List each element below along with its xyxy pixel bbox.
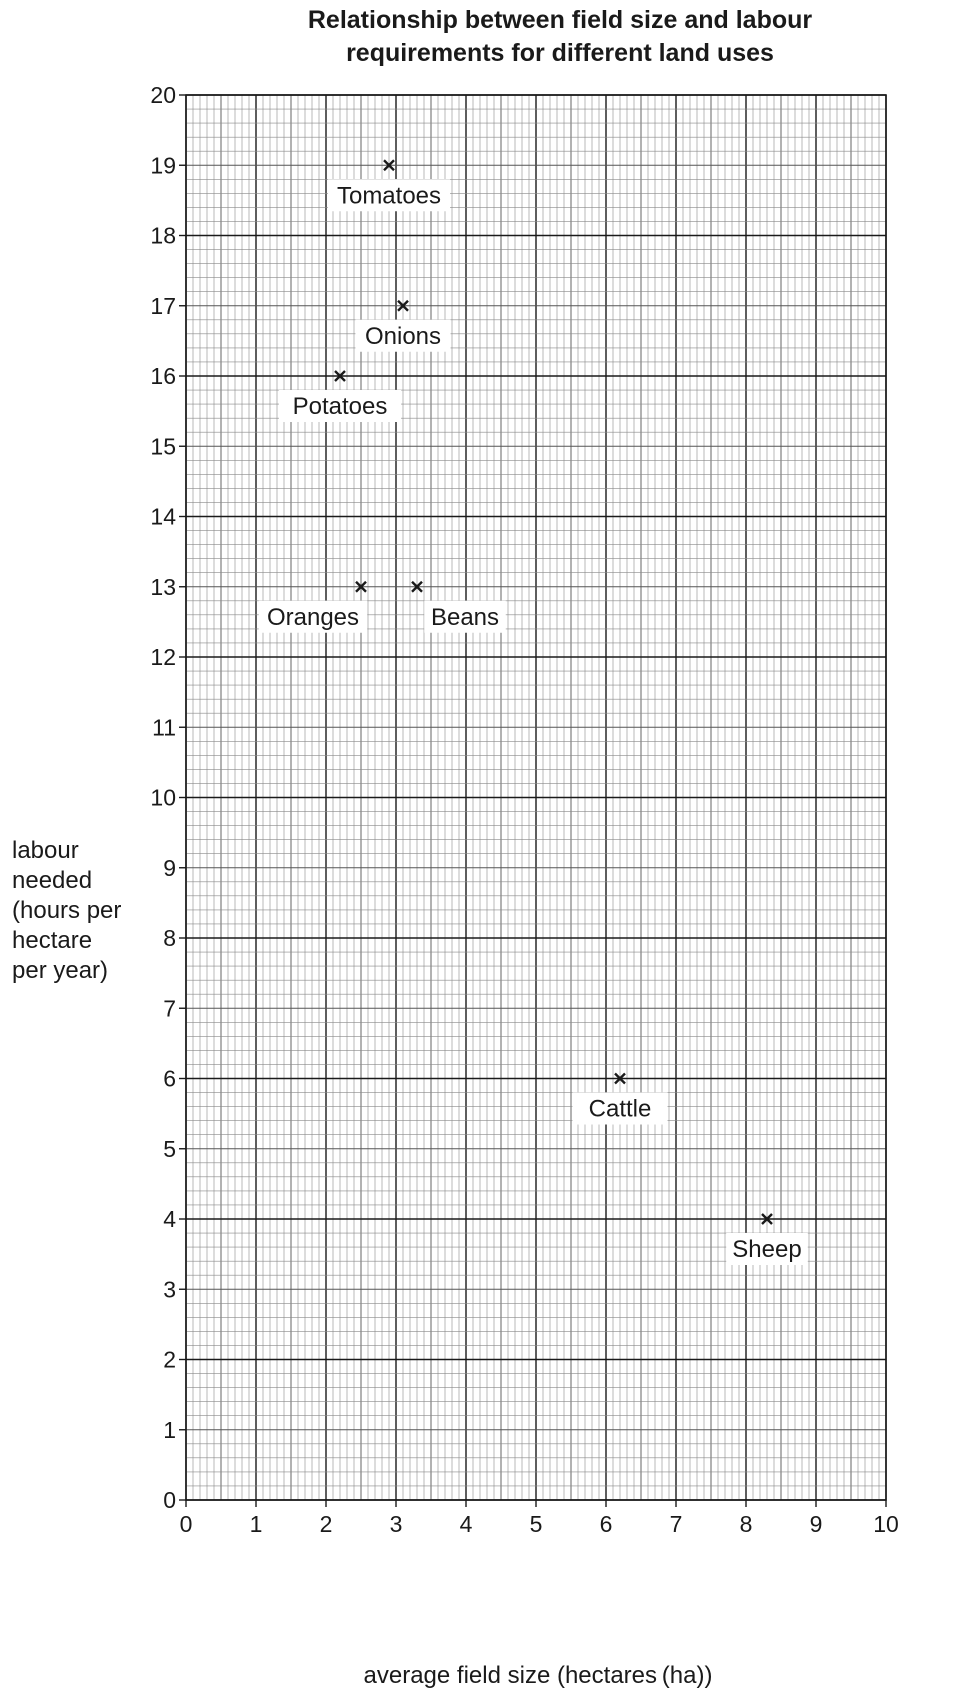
y-tick-label: 10 (150, 785, 176, 811)
data-point-tomatoes: Tomatoes (328, 159, 450, 212)
y-tick-label: 12 (150, 644, 176, 670)
x-marker (397, 299, 409, 312)
x-tick-label: 7 (670, 1511, 683, 1537)
y-tick-label: 18 (150, 223, 176, 249)
data-point-onions: Onions (355, 299, 451, 352)
y-tick-label: 1 (163, 1417, 176, 1443)
data-point-oranges: Oranges (258, 580, 368, 633)
x-marker (334, 370, 346, 382)
data-point-sheep: Sheep (726, 1213, 808, 1265)
y-axis-label-line-4: hectare (12, 927, 93, 954)
point-label-background (258, 600, 368, 633)
point-label: Oranges (267, 604, 359, 631)
y-tick-label: 0 (163, 1487, 176, 1513)
data-point-cattle: Cattle (572, 1072, 668, 1125)
chart-title-line-2: requirements for different land uses (346, 39, 774, 67)
y-tick-label: 3 (163, 1276, 176, 1302)
y-axis-label-line-3: (hours per (12, 897, 122, 924)
y-tick-label: 8 (163, 925, 176, 951)
x-tick-label: 0 (180, 1511, 193, 1537)
point-label: Cattle (589, 1096, 652, 1123)
x-tick-label: 2 (320, 1511, 333, 1537)
y-tick-label: 9 (163, 855, 176, 881)
y-tick-label: 5 (163, 1136, 176, 1162)
x-tick-label: 6 (600, 1511, 613, 1537)
data-point-beans: Beans (411, 580, 506, 633)
y-tick-label: 20 (150, 82, 176, 108)
x-marker (411, 580, 423, 593)
y-tick-label: 15 (150, 433, 176, 459)
point-label: Potatoes (293, 393, 388, 420)
grid-lines (185, 94, 887, 1501)
x-marker (355, 580, 367, 593)
point-label: Onions (365, 323, 441, 350)
x-tick-label: 9 (810, 1511, 823, 1537)
x-tick-label: 4 (460, 1511, 473, 1537)
y-tick-label: 4 (163, 1206, 176, 1232)
point-label-background (279, 390, 401, 422)
point-label-background (355, 319, 451, 352)
y-tick-label: 17 (150, 293, 176, 319)
x-tick-label: 1 (250, 1511, 263, 1537)
chart-title: Relationship between field size and labo… (180, 4, 940, 70)
point-label-background (328, 179, 450, 212)
point-label: Beans (431, 604, 499, 631)
point-label: Sheep (732, 1236, 801, 1263)
x-marker (761, 1213, 773, 1225)
data-point-potatoes: Potatoes (279, 370, 401, 422)
y-tick-label: 2 (163, 1347, 176, 1373)
chart-title-line-1: Relationship between field size and labo… (307, 6, 813, 34)
y-tick-label: 13 (150, 574, 176, 600)
y-axis-label: labour needed (hours per hectare per yea… (12, 836, 121, 986)
y-tick-label: 14 (150, 504, 176, 530)
data-points: Tomatoes Onions Potatoes Oranges Beans Cattle… (258, 159, 808, 1265)
point-label: Tomatoes (337, 182, 441, 209)
x-tick-label: 10 (873, 1511, 899, 1537)
x-tick-label: 3 (390, 1511, 403, 1537)
x-marker (614, 1072, 626, 1085)
x-marker (383, 159, 395, 172)
point-label-background (726, 1233, 808, 1265)
point-label-background (424, 600, 506, 633)
y-tick-label: 6 (163, 1066, 176, 1092)
y-axis-label-line-5: per year) (12, 957, 109, 984)
x-axis-label: average field size (hectares (ha)) (364, 1662, 713, 1689)
y-tick-label: 19 (150, 152, 176, 178)
y-tick-label: 16 (150, 363, 176, 389)
x-tick-label: 8 (740, 1511, 753, 1537)
y-tick-label: 7 (163, 995, 176, 1021)
y-axis-label-line-1: labour (12, 837, 79, 864)
x-tick-label: 5 (530, 1511, 543, 1537)
y-tick-label: 11 (152, 714, 176, 740)
point-label-background (572, 1092, 668, 1125)
y-axis-label-line-2: needed (12, 867, 93, 894)
